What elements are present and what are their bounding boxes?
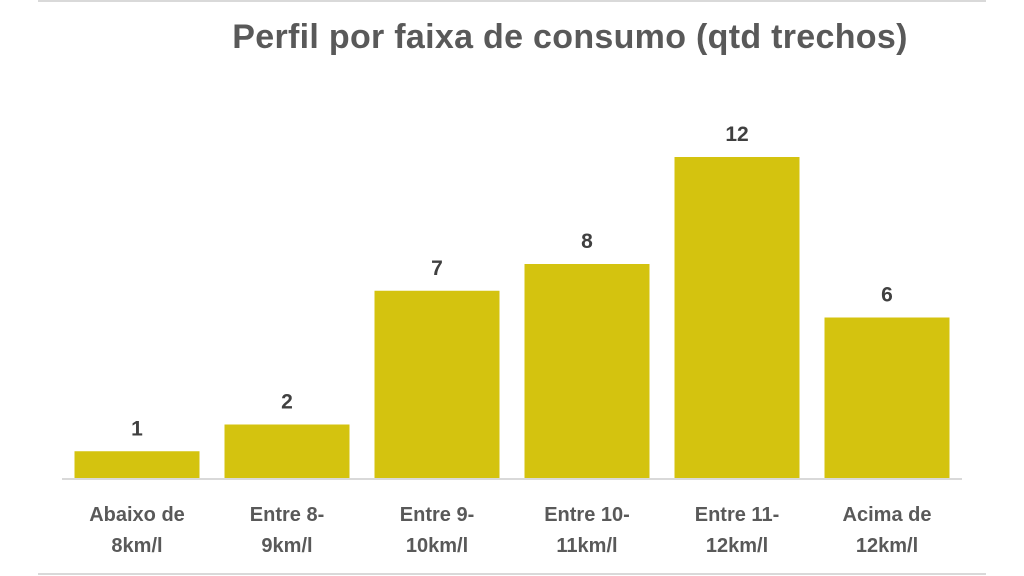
data-label-4: 12 xyxy=(725,123,748,146)
category-label-4-line-1: 12km/l xyxy=(706,535,768,557)
bar-4 xyxy=(674,157,800,478)
category-label-3-line-0: Entre 10- xyxy=(544,504,630,526)
data-label-0: 1 xyxy=(131,417,143,440)
bar-2 xyxy=(374,290,500,478)
bar-0 xyxy=(74,451,200,478)
category-label-2-line-1: 10km/l xyxy=(406,535,468,557)
category-label-1-line-1: 9km/l xyxy=(261,535,312,557)
top-border xyxy=(38,0,986,2)
data-label-2: 7 xyxy=(431,257,443,280)
chart-title: Perfil por faixa de consumo (qtd trechos… xyxy=(232,18,908,56)
bar-3 xyxy=(524,264,650,478)
data-label-1: 2 xyxy=(281,391,293,414)
category-label-0-line-0: Abaixo de xyxy=(89,504,185,526)
category-label-1-line-0: Entre 8- xyxy=(250,504,324,526)
category-label-5-line-0: Acima de xyxy=(843,504,932,526)
bar-5 xyxy=(824,317,950,478)
data-label-5: 6 xyxy=(881,284,893,307)
category-label-0-line-1: 8km/l xyxy=(111,535,162,557)
bar-1 xyxy=(224,424,350,478)
bottom-border xyxy=(38,573,986,575)
category-label-5-line-1: 12km/l xyxy=(856,535,918,557)
category-label-2-line-0: Entre 9- xyxy=(400,504,474,526)
data-label-3: 8 xyxy=(581,230,593,253)
category-label-4-line-0: Entre 11- xyxy=(695,504,779,526)
category-label-3-line-1: 11km/l xyxy=(556,535,617,557)
